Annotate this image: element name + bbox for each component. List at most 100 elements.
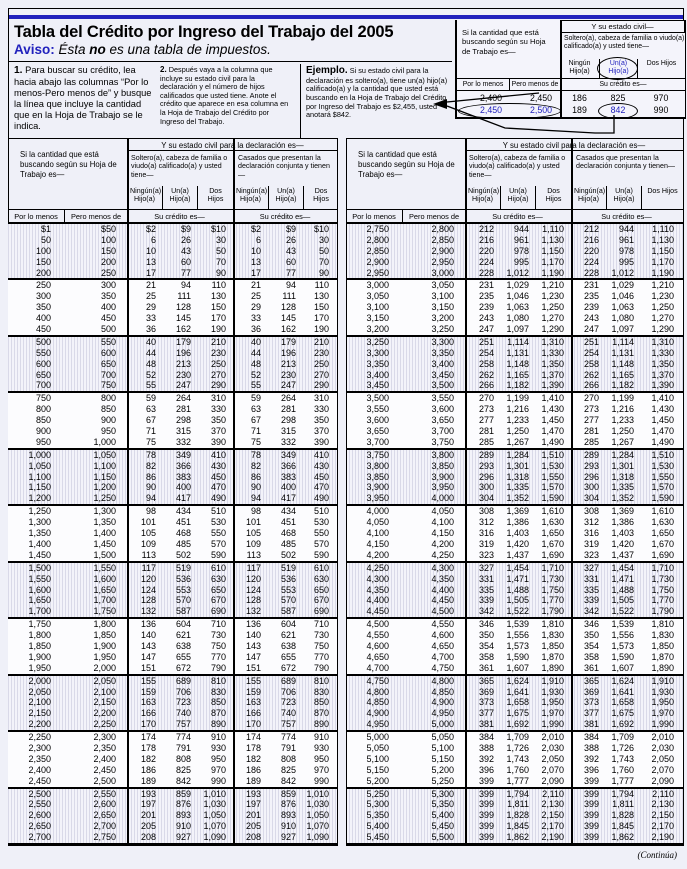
table-row: 3,100 3,150 239 1,063 1,250 239 1,063 1,250	[346, 302, 683, 313]
credit-cell: 258	[478, 358, 494, 369]
credit-cell: $9	[285, 224, 296, 234]
credit-cell: 335	[478, 584, 494, 595]
income-cell: 5,350	[366, 810, 389, 821]
table-row: 850 900 67 298 350 67 298 350	[8, 415, 338, 426]
credit-cell: 1,450	[541, 415, 564, 426]
credit-cell: 101	[245, 517, 261, 528]
credit-cell: 289	[478, 449, 494, 460]
table-row: 2,000 2,050 155 689 810 155 689 810	[8, 676, 338, 687]
credit-cell: 570	[313, 538, 329, 549]
income-group: 4,000 4,050 308 1,369 1,610 308 1,369 1,610 4,05…	[346, 506, 683, 563]
credit-cell: 196	[280, 347, 296, 358]
income-cell: 1,400	[93, 528, 116, 539]
credit-cell: 1,199	[506, 393, 529, 404]
table-row: 4,050 4,100 312 1,386 1,630 312 1,386 1,630	[346, 517, 683, 528]
credit-cell: 361	[478, 662, 494, 673]
credit-cell: 842	[280, 775, 296, 786]
income-cell: 3,400	[431, 358, 454, 369]
income-cell: 3,750	[366, 449, 389, 460]
credit-cell: 124	[245, 584, 261, 595]
credit-cell: 1,790	[541, 606, 564, 617]
credit-cell: 670	[313, 595, 329, 606]
credit-cell: 995	[618, 256, 634, 267]
credit-cell: 381	[583, 719, 599, 730]
credit-cell: 1,030	[306, 799, 329, 810]
credit-cell: 870	[313, 708, 329, 719]
credit-cell: 1,350	[541, 358, 564, 369]
credit-cell: 170	[140, 719, 156, 730]
credit-cell: 132	[245, 606, 261, 617]
credit-cell: 59	[250, 393, 261, 404]
credit-cell: 774	[175, 732, 191, 743]
income-cell: 2,200	[28, 719, 51, 730]
credit-cell: 1,230	[541, 291, 564, 302]
credit-cell: 2,090	[651, 775, 674, 786]
income-cell: 3,950	[366, 493, 389, 504]
credit-cell: 808	[175, 753, 191, 764]
credit-cell: 1,750	[541, 584, 564, 595]
income-cell: 1,850	[93, 630, 116, 641]
credit-cell: 105	[140, 528, 156, 539]
table-row: 4,500 4,550 346 1,539 1,810 346 1,539 1,810	[346, 619, 683, 630]
credit-cell: 29	[250, 302, 261, 313]
credit-cell: 1,170	[541, 256, 564, 267]
table-row: 3,450 3,500 266 1,182 1,390 266 1,182 1,390	[346, 380, 683, 391]
credit-cell: 1,850	[541, 640, 564, 651]
income-cell: 2,950	[431, 256, 454, 267]
credit-cell: 399	[478, 799, 494, 810]
credit-cell: 111	[177, 291, 191, 302]
credit-cell: 1,862	[506, 832, 529, 843]
credit-cell: 1,760	[506, 764, 529, 775]
credit-cell: 1,505	[506, 595, 529, 606]
credit-cell: 750	[313, 640, 329, 651]
credit-cell: 1,670	[651, 538, 674, 549]
income-cell: 3,850	[431, 460, 454, 471]
credit-cell: 197	[140, 799, 156, 810]
credit-cell: 1,301	[506, 460, 529, 471]
credit-cell: 1,390	[541, 380, 564, 391]
credit-cell: 1,510	[541, 449, 564, 460]
credit-cell: 944	[513, 224, 529, 234]
income-group: 4,250 4,300 327 1,454 1,710 327 1,454 1,710 4,30…	[346, 562, 683, 620]
credit-cell: 332	[280, 436, 296, 447]
income-group: 1,250 1,300 98 434 510 98 434 510 1,300 1,350 101 4…	[8, 506, 338, 563]
credit-cell: 145	[280, 313, 296, 324]
credit-cell: 315	[175, 426, 191, 437]
credit-cell: 1,709	[611, 732, 634, 743]
income-cell: 750	[35, 393, 51, 404]
credit-cell: 870	[210, 708, 226, 719]
credit-cell: 1,610	[651, 506, 674, 517]
income-cell: 3,800	[431, 449, 454, 460]
income-cell: 1,450	[28, 549, 51, 560]
credit-cell: 332	[175, 436, 191, 447]
credit-cell: 304	[583, 493, 599, 504]
table-row: 4,300 4,350 331 1,471 1,730 331 1,471 1,730	[346, 574, 683, 585]
credit-cell: 485	[175, 538, 191, 549]
credit-cell: 1,352	[611, 493, 634, 504]
credit-cell: 791	[175, 742, 191, 753]
credit-cell: 1,658	[506, 697, 529, 708]
credit-cell: 1,830	[541, 630, 564, 641]
credit-cell: 342	[583, 606, 599, 617]
credit-cell: 1,650	[651, 528, 674, 539]
income-cell: 150	[100, 245, 116, 256]
table-row: 2,750 2,800 212 944 1,110 212 944 1,110	[346, 224, 683, 235]
main-table-right-half: Y su estado civil para la declaración es…	[346, 138, 683, 846]
income-cell: 3,300	[366, 347, 389, 358]
credit-cell: 1,110	[652, 224, 674, 234]
income-cell: 2,300	[93, 732, 116, 743]
casados-header: Casados que presentan la declaración con…	[576, 154, 675, 171]
credit-cell: 1,658	[611, 697, 634, 708]
credit-cell: 264	[175, 393, 191, 404]
table-row: 2,450 2,500 189 842 990 189 842 990	[8, 776, 338, 787]
credit-cell: 36	[250, 324, 261, 335]
credit-cell: 970	[653, 93, 669, 103]
credit-cell: 235	[583, 291, 599, 302]
credit-cell: 331	[478, 573, 494, 584]
credit-cell: 94	[145, 493, 156, 504]
estado-civil-band: Y su estado civil para la declaración es…	[127, 138, 338, 151]
credit-cell: 365	[478, 675, 494, 686]
credit-cell: 1,370	[541, 369, 564, 380]
credit-cell: 330	[210, 404, 226, 415]
credit-cell: 143	[245, 640, 261, 651]
